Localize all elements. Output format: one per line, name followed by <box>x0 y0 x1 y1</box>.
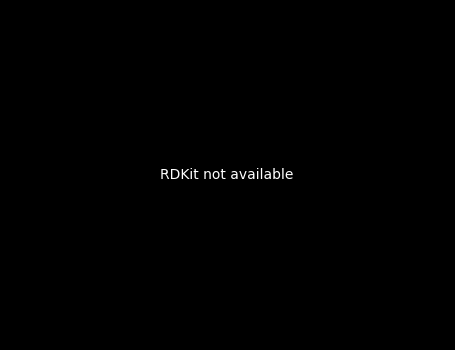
Text: RDKit not available: RDKit not available <box>160 168 293 182</box>
